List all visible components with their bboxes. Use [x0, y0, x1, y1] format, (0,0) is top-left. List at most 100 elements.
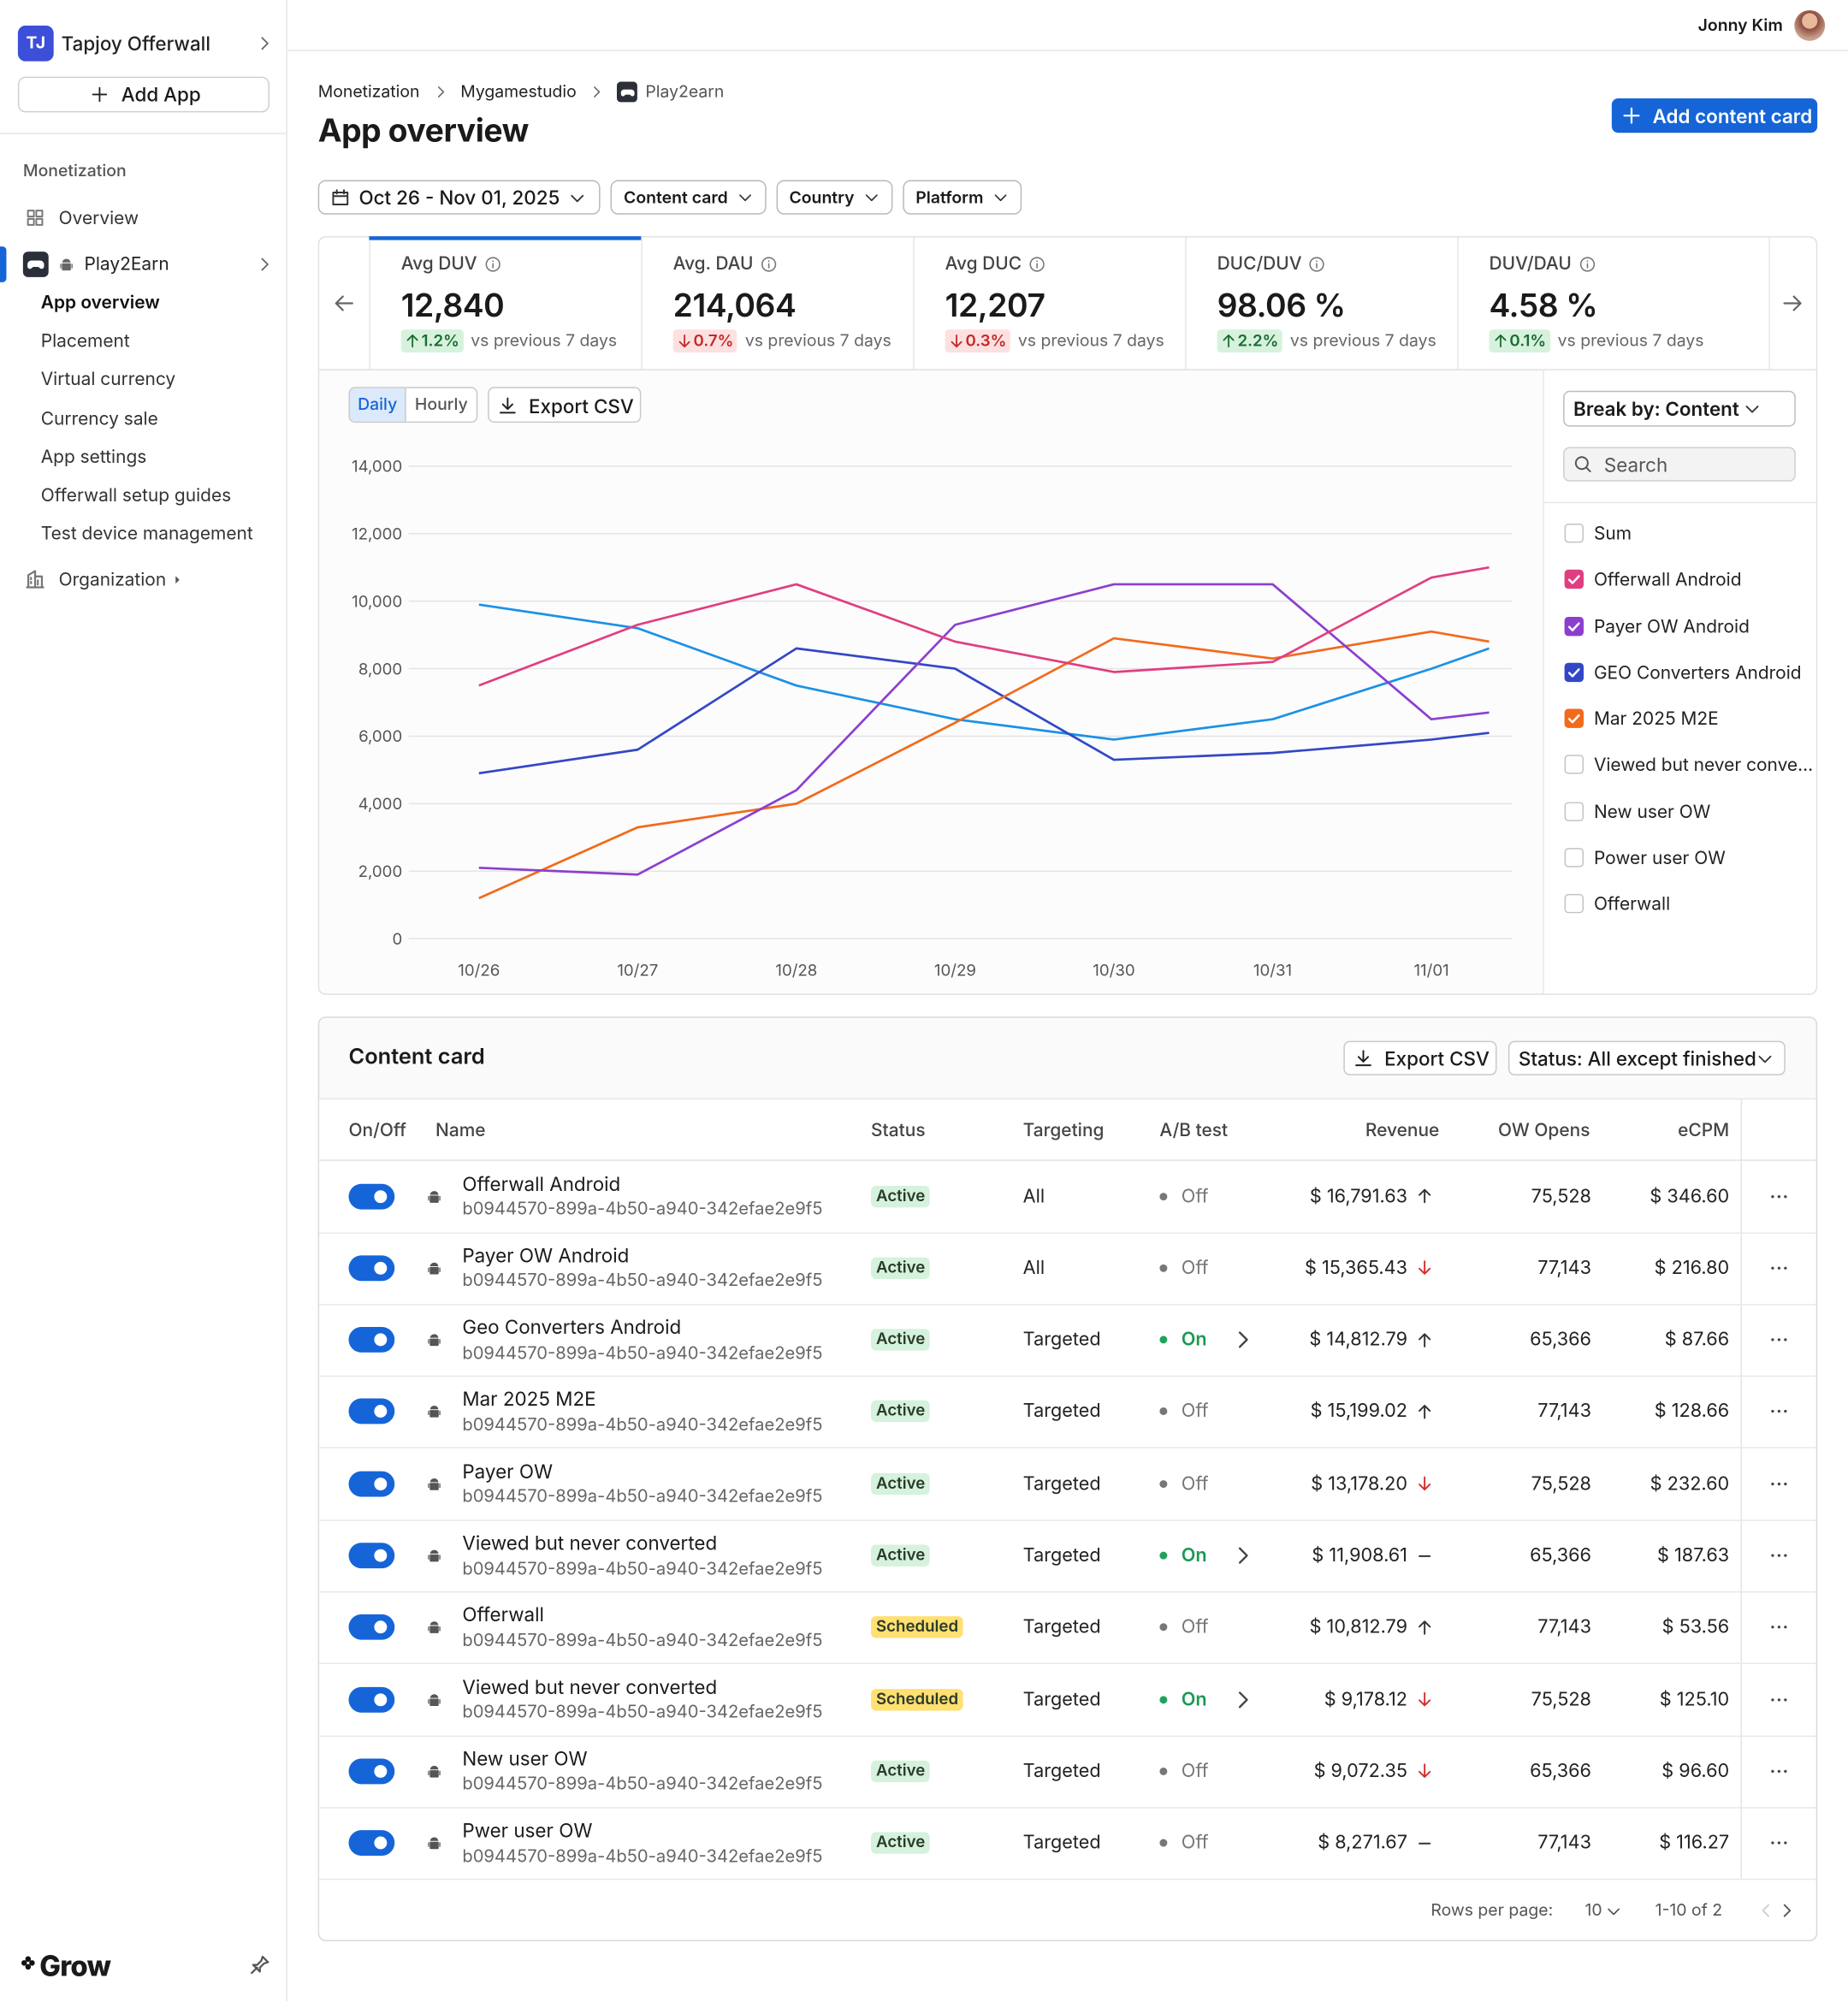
breadcrumb[interactable]: Mygamestudio: [460, 81, 577, 103]
android-icon: [428, 1406, 441, 1419]
filter-dropdown[interactable]: Country: [776, 180, 893, 215]
legend-checkbox[interactable]: [1564, 570, 1584, 589]
row-toggle[interactable]: [348, 1255, 395, 1281]
row-ab-test: Off: [1181, 1616, 1209, 1638]
rows-per-page-value[interactable]: 10: [1584, 1900, 1602, 1922]
row-toggle[interactable]: [348, 1183, 395, 1209]
dots-icon[interactable]: [1768, 1833, 1789, 1853]
granularity-option[interactable]: Daily: [350, 388, 406, 422]
row-targeting: All: [1022, 1257, 1045, 1279]
nav-item[interactable]: App overview: [40, 292, 160, 314]
legend-search[interactable]: [1563, 447, 1796, 482]
nav-item[interactable]: Virtual currency: [40, 369, 176, 391]
pin-icon[interactable]: [249, 1954, 270, 1975]
dots-icon[interactable]: [1768, 1401, 1789, 1422]
chev-r-icon[interactable]: [256, 256, 274, 274]
chev-r-icon[interactable]: [256, 34, 274, 52]
nav-item[interactable]: Currency sale: [40, 407, 158, 429]
info-shape: [485, 256, 500, 271]
toggle-knob: [371, 1833, 390, 1852]
row-ab-test: On: [1181, 1329, 1207, 1351]
arrow-r-icon[interactable]: [1781, 293, 1803, 314]
chev-r-shape: [594, 86, 601, 98]
row-targeting: All: [1022, 1185, 1045, 1207]
dots-icon[interactable]: [1768, 1761, 1789, 1781]
chev-r-icon[interactable]: [1231, 1329, 1254, 1352]
nav-app[interactable]: Play2Earn: [84, 253, 169, 275]
down-icon: [951, 334, 962, 348]
nav-item[interactable]: Test device management: [40, 523, 253, 545]
row-toggle[interactable]: [348, 1543, 395, 1569]
dots-icon[interactable]: [1768, 1545, 1789, 1566]
legend-checkbox[interactable]: [1564, 893, 1584, 914]
legend-checkbox[interactable]: [1564, 524, 1584, 543]
chev-l-icon[interactable]: [1757, 1902, 1775, 1920]
android-shape: [428, 1693, 441, 1706]
dots-icon[interactable]: [1768, 1330, 1789, 1350]
dots-icon[interactable]: [1768, 1689, 1789, 1709]
dots-icon[interactable]: [1768, 1258, 1789, 1278]
metric-change-value: 2.2%: [1237, 331, 1279, 351]
info-icon: [761, 256, 776, 271]
toggle-knob: [371, 1474, 390, 1493]
breadcrumb[interactable]: Play2earn: [645, 81, 725, 103]
row-ecpm: $ 346.60: [1650, 1185, 1730, 1207]
legend-checkbox[interactable]: [1564, 708, 1584, 728]
metric-divider: [913, 237, 915, 370]
dots-icon[interactable]: [1768, 1473, 1789, 1494]
legend-checkbox[interactable]: [1564, 847, 1584, 868]
filter-dropdown[interactable]: Content card: [611, 180, 767, 215]
legend-checkbox[interactable]: [1564, 801, 1584, 821]
chev-r-icon[interactable]: [1778, 1902, 1796, 1920]
org-name[interactable]: Tapjoy Offerwall: [61, 31, 210, 56]
org-avatar[interactable]: [17, 25, 54, 62]
nav-overview[interactable]: Overview: [58, 207, 139, 229]
row-toggle[interactable]: [348, 1758, 395, 1785]
row-toggle[interactable]: [348, 1830, 395, 1857]
active-indicator: [0, 246, 7, 282]
legend-checkbox[interactable]: [1564, 662, 1584, 682]
chev-d-shape: [739, 194, 751, 202]
chev-r-shape: [1238, 1691, 1248, 1708]
chev-r-icon[interactable]: [1231, 1544, 1254, 1567]
row-toggle[interactable]: [348, 1327, 395, 1353]
dots-icon[interactable]: [1768, 1617, 1789, 1638]
nav-item[interactable]: Placement: [40, 330, 130, 352]
metric-note: vs previous 7 days: [1017, 330, 1164, 352]
granularity-option[interactable]: Hourly: [414, 394, 468, 416]
nav-item[interactable]: Offerwall setup guides: [40, 484, 232, 506]
dots-icon[interactable]: [1768, 1186, 1789, 1206]
row-opens: 65,366: [1530, 1329, 1591, 1351]
user-avatar[interactable]: [1794, 9, 1826, 41]
legend-checkbox[interactable]: [1564, 616, 1584, 636]
flower-shape: [21, 1956, 35, 1970]
up-icon: [406, 334, 418, 348]
row-toggle[interactable]: [348, 1471, 395, 1497]
row-toggle[interactable]: [348, 1686, 395, 1713]
crumb-app-icon: [617, 81, 638, 103]
table-title: Content card: [348, 1045, 485, 1070]
info-icon: [1029, 256, 1045, 271]
row-toggle[interactable]: [348, 1614, 395, 1641]
download-icon: [499, 397, 516, 414]
row-id: b0944570-899a-4b50-a940-342efae2e9f5: [462, 1846, 823, 1867]
add-app-button[interactable]: [17, 76, 270, 113]
breadcrumb[interactable]: Monetization: [317, 81, 420, 103]
nav-item[interactable]: App settings: [40, 446, 147, 468]
legend-checkbox[interactable]: [1564, 755, 1584, 774]
toggle-knob: [371, 1330, 390, 1349]
filter-dropdown[interactable]: Platform: [903, 180, 1022, 215]
nav-organization[interactable]: Organization: [58, 569, 167, 591]
status-filter[interactable]: [1507, 1040, 1786, 1075]
export-table-button[interactable]: [1343, 1040, 1497, 1075]
export-chart-button[interactable]: [488, 387, 642, 424]
metric-label-row: Avg. DAU: [673, 253, 778, 275]
plus-shape: [1623, 107, 1640, 124]
date-filter[interactable]: Oct 26 - Nov 01, 2025: [317, 180, 601, 215]
metric-label-row: Avg DUC: [945, 253, 1046, 275]
arrow-l-icon[interactable]: [334, 293, 355, 314]
break-by-select[interactable]: [1563, 390, 1796, 427]
add-content-card-button[interactable]: [1611, 98, 1818, 133]
chev-r-icon[interactable]: [1231, 1688, 1254, 1711]
row-toggle[interactable]: [348, 1399, 395, 1424]
